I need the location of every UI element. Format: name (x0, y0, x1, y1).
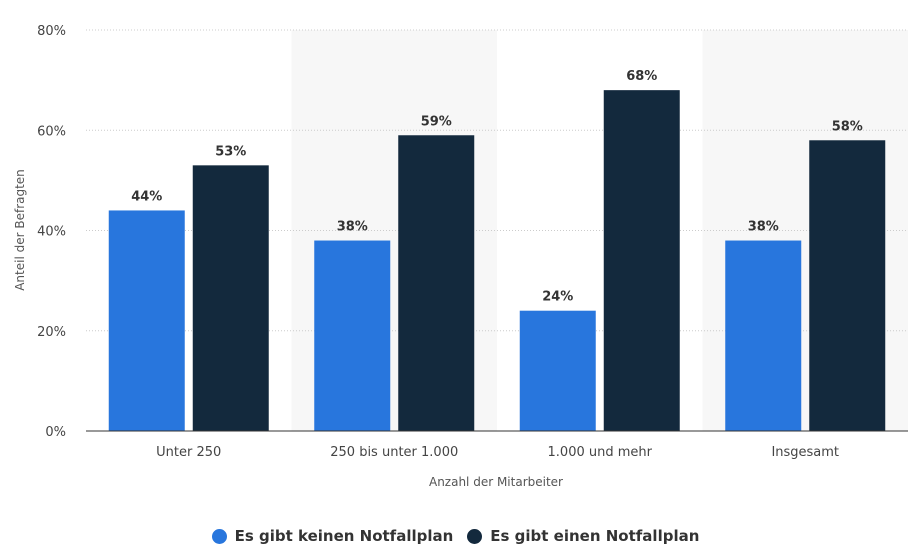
data-label: 68% (626, 69, 657, 84)
bar-chart: 44%53%38%59%24%68%38%58% 0%20%40%60%80% … (13, 24, 908, 489)
data-label: 59% (421, 114, 452, 129)
data-label: 58% (832, 119, 863, 134)
y-tick-label: 80% (37, 24, 66, 39)
data-label: 44% (131, 189, 162, 204)
y-axis-ticks: 0% 20% 40% 60% 80% (37, 24, 66, 440)
bar-no-plan[interactable] (314, 240, 391, 431)
x-tick-label: Unter 250 (156, 445, 221, 460)
y-tick-label: 20% (37, 325, 66, 340)
data-labels: 44% 53% 38% 59% 24% 68% 38% 58% (131, 69, 863, 305)
x-axis-ticks: Unter 250 250 bis unter 1.000 1.000 und me… (156, 445, 839, 460)
legend-item-no-plan[interactable]: Es gibt keinen Notfallplan (211, 527, 454, 545)
x-tick-label: 250 bis unter 1.000 (330, 445, 458, 460)
x-tick-label: 1.000 und mehr (548, 445, 653, 460)
data-label: 53% (215, 144, 246, 159)
x-axis-title: Anzahl der Mitarbeiter (429, 475, 563, 489)
legend-item-has-plan[interactable]: Es gibt einen Notfallplan (467, 527, 699, 545)
bar-no-plan[interactable] (725, 240, 802, 431)
data-label: 24% (542, 290, 573, 305)
x-tick-label: Insgesamt (771, 445, 839, 460)
legend-label-has-plan: Es gibt einen Notfallplan (490, 527, 700, 545)
bar-has-plan[interactable] (809, 140, 886, 431)
y-tick-label: 60% (37, 124, 66, 139)
y-axis-title: Anteil der Befragten (13, 169, 27, 291)
bar-group (108, 90, 886, 432)
y-tick-label: 0% (45, 425, 66, 440)
data-label: 38% (337, 220, 368, 235)
bar-has-plan[interactable] (603, 90, 680, 432)
legend-label-no-plan: Es gibt keinen Notfallplan (234, 527, 454, 545)
legend-marker-no-plan (211, 528, 227, 544)
legend: Es gibt keinen Notfallplan Es gibt einen… (0, 524, 911, 548)
bar-has-plan[interactable] (192, 165, 269, 431)
bar-no-plan[interactable] (108, 210, 185, 431)
y-tick-label: 40% (37, 225, 66, 240)
bar-has-plan[interactable] (398, 135, 475, 431)
data-label: 38% (748, 220, 779, 235)
bar-no-plan[interactable] (519, 310, 596, 431)
legend-marker-has-plan (467, 528, 483, 544)
